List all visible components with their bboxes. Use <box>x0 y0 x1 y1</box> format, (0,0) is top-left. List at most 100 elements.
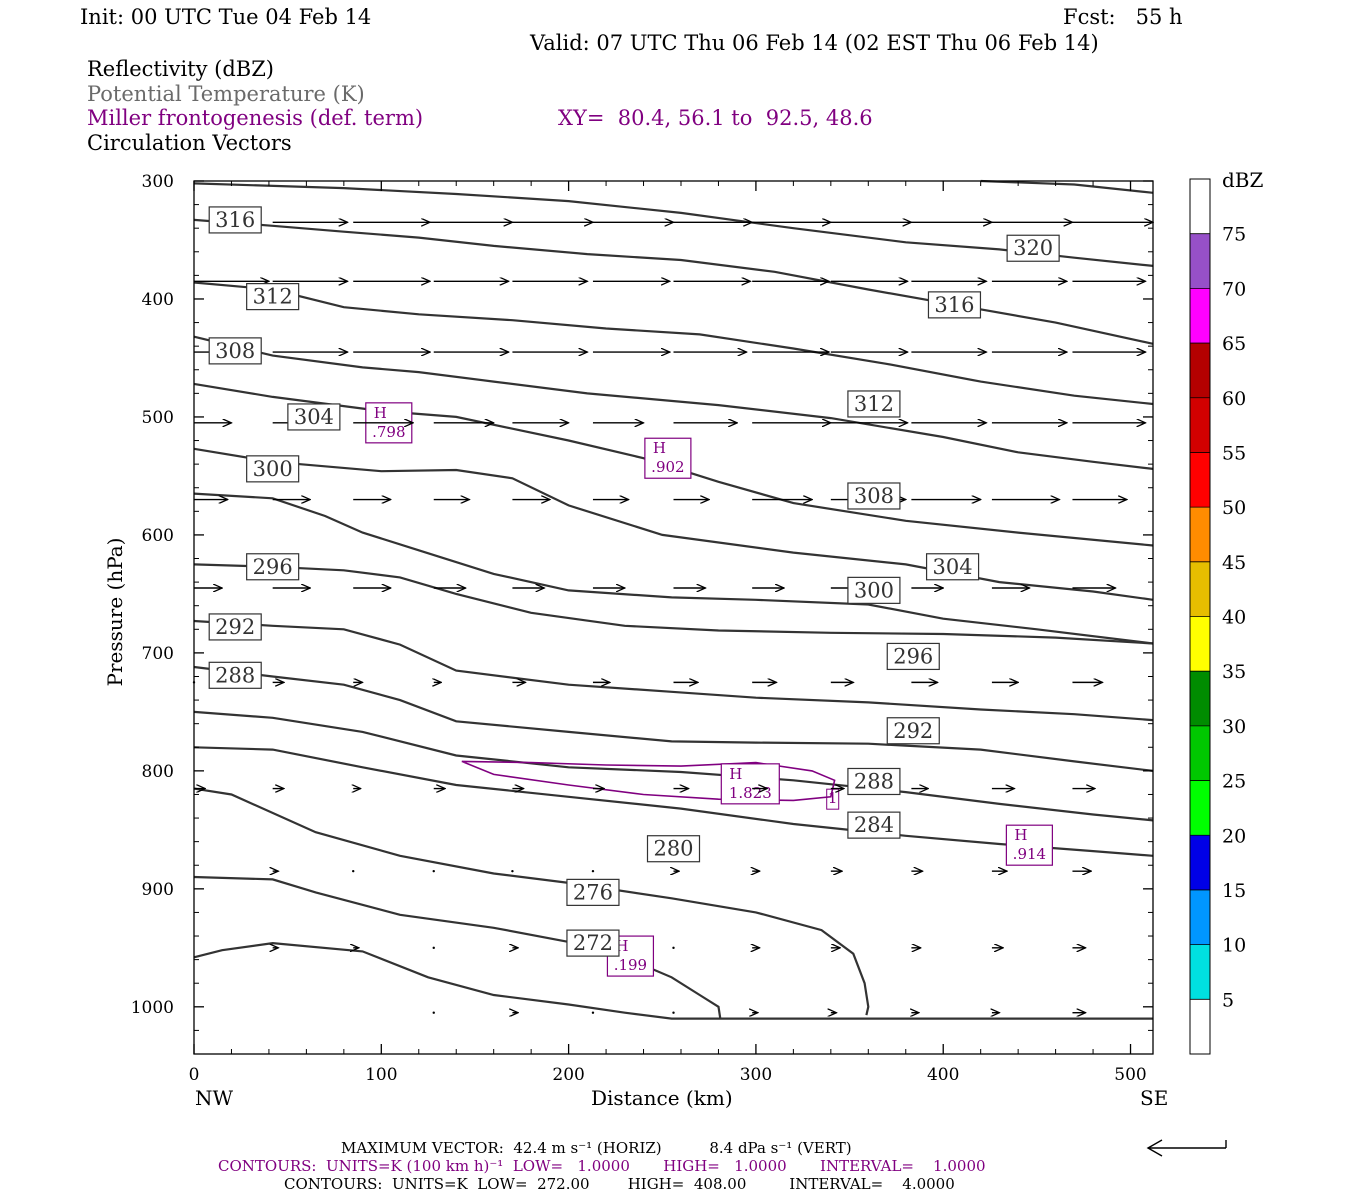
y-tick-label: 900 <box>142 880 174 900</box>
colorbar-segment <box>1190 343 1210 398</box>
colorbar-segment <box>1190 616 1210 672</box>
fronto-high-letter-2: H <box>729 765 742 783</box>
theta-label-box <box>927 291 982 319</box>
theta-contour-300 <box>193 563 1154 645</box>
circulation-vector <box>672 1011 675 1014</box>
y-tick-label: 600 <box>142 526 174 546</box>
theta-contour-272 <box>193 941 1153 1020</box>
theta-contour-332 <box>980 179 1154 194</box>
colorbar-level-label: 70 <box>1222 278 1246 300</box>
x-tick-label: 100 <box>365 1065 397 1085</box>
theta-label: 300 <box>854 578 894 602</box>
theta-label: 288 <box>854 769 894 793</box>
x-tick-label: 0 <box>189 1065 200 1085</box>
fronto-high-value-1: .902 <box>651 458 684 476</box>
theta-contour-304 <box>193 492 1154 645</box>
theta-contour-288 <box>193 710 1154 822</box>
theta-label-box <box>886 717 940 745</box>
legend-miller: Miller frontogenesis (def. term) <box>87 106 424 130</box>
theta-label-box <box>246 283 300 311</box>
circulation-vector <box>591 869 595 873</box>
colorbar-segment <box>1190 889 1210 945</box>
colorbar-level-label: 35 <box>1222 661 1246 683</box>
theta-label: 272 <box>573 931 613 955</box>
theta-label: 312 <box>854 392 894 416</box>
y-tick-label: 500 <box>142 408 174 428</box>
circulation-vector <box>432 946 435 950</box>
theta-label-box <box>847 811 901 839</box>
theta-label-box <box>208 661 262 689</box>
contours-theta-text: CONTOURS: UNITS=K LOW= 272.00 HIGH= 408.… <box>284 1175 955 1193</box>
theta-label: 284 <box>854 813 894 837</box>
theta-label: 280 <box>653 837 693 861</box>
theta-label-box <box>1006 234 1060 262</box>
theta-contour-280 <box>193 787 870 1016</box>
colorbar-level-label: 15 <box>1222 880 1246 902</box>
colorbar-segment <box>1190 780 1210 836</box>
theta-label-box <box>246 455 300 483</box>
theta-label-box <box>566 929 620 957</box>
x-tick-label: 400 <box>927 1065 959 1085</box>
plot-frame <box>193 180 1154 1055</box>
colorbar-segment <box>1190 233 1210 289</box>
theta-contour-308 <box>193 447 1154 601</box>
theta-label-box <box>208 337 262 365</box>
legend-circulation: Circulation Vectors <box>87 131 292 155</box>
theta-label: 312 <box>253 285 293 309</box>
colorbar-level-label: 75 <box>1222 224 1246 246</box>
x-axis-title: Distance (km) <box>591 1086 733 1110</box>
y-tick-label: 700 <box>142 644 174 664</box>
theta-label: 304 <box>933 555 973 579</box>
colorbar-segment <box>1190 507 1210 562</box>
circulation-vector <box>432 869 435 873</box>
fronto-high-box-1 <box>644 437 692 479</box>
circulation-vector <box>672 946 675 950</box>
x-tick-label: 500 <box>1114 1065 1146 1085</box>
theta-label-box <box>566 878 620 906</box>
theta-label-box <box>847 390 901 418</box>
theta-label: 308 <box>215 339 255 363</box>
fronto-high-value-2: 1.823 <box>729 784 772 802</box>
valid-time: Valid: 07 UTC Thu 06 Feb 14 (02 EST Thu … <box>530 31 1099 55</box>
circulation-vector <box>352 869 355 873</box>
colorbar-level-label: 10 <box>1222 935 1246 957</box>
theta-label-box <box>925 553 980 581</box>
colorbar-title: dBZ <box>1222 168 1264 192</box>
x-tick-label: 300 <box>740 1065 772 1085</box>
theta-contour-312 <box>193 382 1154 547</box>
fronto-high-value-0: .798 <box>372 423 405 441</box>
theta-label-box <box>208 206 262 234</box>
fronto-high-letter-3: H <box>1014 826 1027 844</box>
forecast-hour: Fcst: 55 h <box>1063 5 1183 29</box>
fronto-high-value-4: .199 <box>614 956 647 974</box>
theta-label-box <box>646 835 701 863</box>
theta-label-box <box>886 642 940 671</box>
theta-contour-292 <box>193 665 1154 772</box>
theta-label: 296 <box>893 644 933 668</box>
circulation-vector <box>591 1011 595 1014</box>
frontogenesis-contour-label: 1 <box>828 789 838 807</box>
se-label: SE <box>1140 1086 1169 1110</box>
max-vector-text: MAXIMUM VECTOR: 42.4 m s⁻¹ (HORIZ) 8.4 d… <box>341 1139 852 1157</box>
y-tick-label: 1000 <box>131 998 174 1018</box>
theta-label-box <box>847 767 901 796</box>
colorbar-level-label: 40 <box>1222 607 1246 629</box>
fronto-high-box-2 <box>720 763 780 805</box>
colorbar-segment <box>1190 835 1210 890</box>
theta-label-box <box>246 553 300 581</box>
colorbar-segment <box>1190 725 1210 781</box>
colorbar-segment <box>1190 671 1210 726</box>
init-time: Init: 00 UTC Tue 04 Feb 14 <box>80 5 372 29</box>
fronto-high-box-3 <box>1005 824 1053 866</box>
legend-theta: Potential Temperature (K) <box>87 82 365 106</box>
colorbar-level-label: 50 <box>1222 497 1246 519</box>
theta-label: 292 <box>893 719 933 743</box>
theta-contour-316 <box>193 335 1154 470</box>
fronto-high-value-3: .914 <box>1013 845 1046 863</box>
legend-reflectivity: Reflectivity (dBZ) <box>87 57 275 81</box>
contours-fronto-text: CONTOURS: UNITS=K (100 km h)⁻¹ LOW= 1.00… <box>218 1157 986 1175</box>
cross-section-endpoints: XY= 80.4, 56.1 to 92.5, 48.6 <box>558 106 873 130</box>
colorbar-level-label: 25 <box>1222 771 1246 793</box>
theta-label: 292 <box>215 615 255 639</box>
theta-label-box <box>208 613 262 641</box>
